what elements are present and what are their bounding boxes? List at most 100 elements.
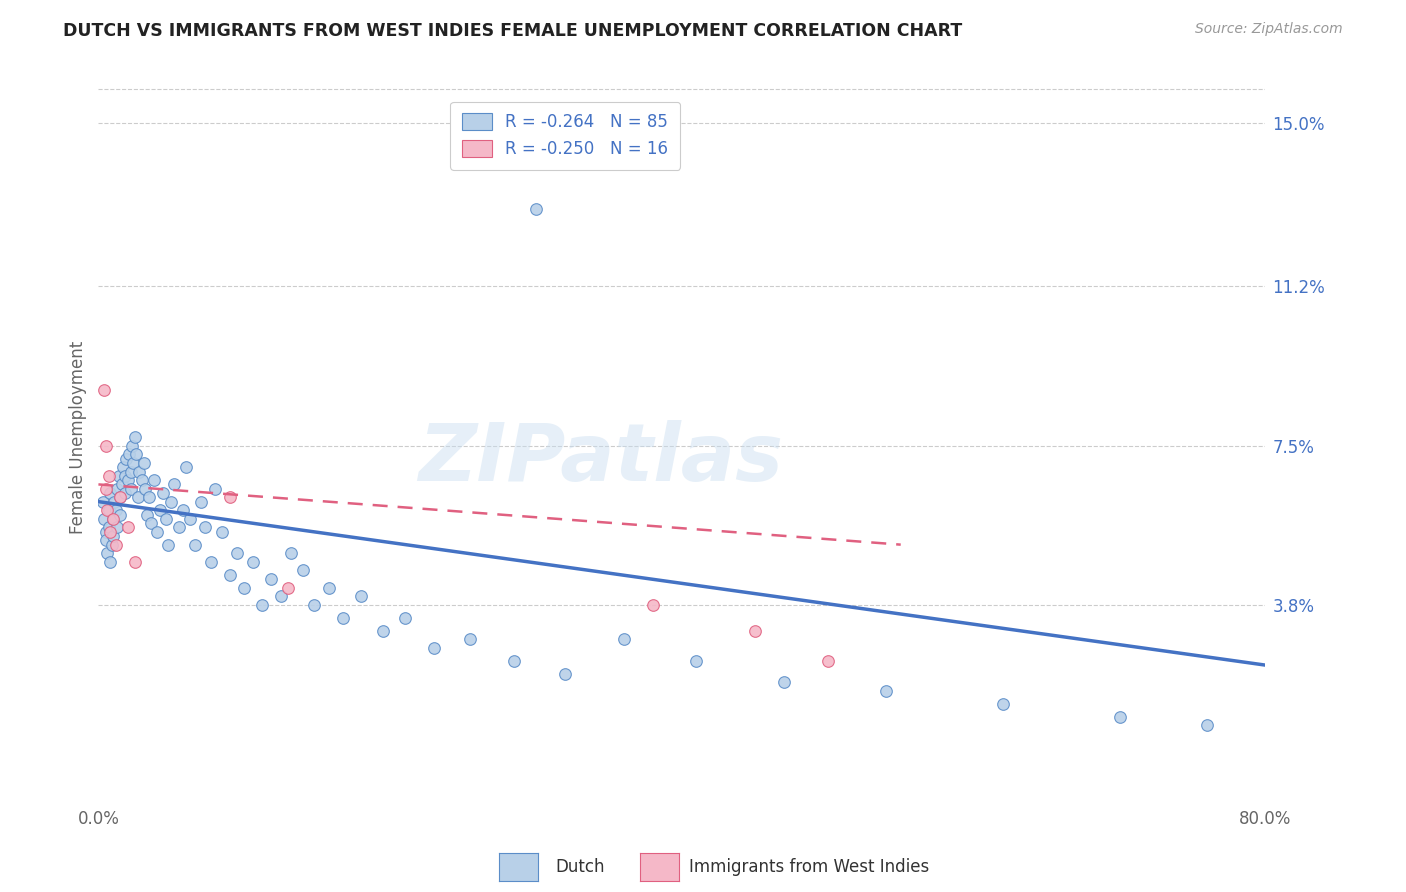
Point bbox=[103, 494, 125, 508]
Point bbox=[128, 465, 150, 479]
Point bbox=[98, 486, 121, 500]
Point bbox=[1108, 710, 1130, 724]
Point bbox=[259, 572, 281, 586]
Point bbox=[233, 581, 256, 595]
Point bbox=[817, 654, 839, 668]
Point bbox=[110, 491, 132, 505]
Point bbox=[121, 439, 143, 453]
Point bbox=[394, 611, 416, 625]
Point bbox=[118, 447, 141, 461]
Point bbox=[685, 654, 707, 668]
Point bbox=[190, 494, 212, 508]
Point bbox=[138, 491, 160, 505]
Point bbox=[139, 516, 162, 530]
Point bbox=[97, 468, 120, 483]
Point bbox=[105, 482, 128, 496]
Point bbox=[110, 491, 132, 505]
Point bbox=[100, 538, 122, 552]
Y-axis label: Female Unemployment: Female Unemployment bbox=[69, 341, 87, 533]
Point bbox=[204, 482, 226, 496]
Point bbox=[94, 482, 117, 496]
Point bbox=[200, 555, 222, 569]
Point bbox=[127, 491, 149, 505]
Point bbox=[98, 524, 121, 539]
Point bbox=[110, 508, 132, 522]
Point bbox=[163, 477, 186, 491]
Point bbox=[554, 666, 576, 681]
Point bbox=[291, 564, 314, 578]
Point bbox=[142, 473, 165, 487]
Point bbox=[132, 456, 155, 470]
Point bbox=[460, 632, 482, 647]
Point bbox=[218, 567, 240, 582]
Point bbox=[160, 494, 183, 508]
Point bbox=[124, 430, 146, 444]
Point bbox=[120, 482, 142, 496]
Point bbox=[111, 477, 134, 491]
Point bbox=[91, 494, 114, 508]
Point bbox=[93, 512, 115, 526]
Point bbox=[503, 654, 526, 668]
Legend: R = -0.264   N = 85, R = -0.250   N = 16: R = -0.264 N = 85, R = -0.250 N = 16 bbox=[450, 102, 681, 169]
Point bbox=[773, 675, 796, 690]
Point bbox=[135, 508, 157, 522]
Point bbox=[104, 503, 127, 517]
Point bbox=[179, 512, 201, 526]
Point bbox=[101, 529, 124, 543]
Point bbox=[875, 684, 897, 698]
Point bbox=[105, 520, 128, 534]
Point bbox=[744, 624, 766, 638]
Point bbox=[149, 503, 172, 517]
Point bbox=[94, 524, 117, 539]
Point bbox=[134, 482, 156, 496]
Point bbox=[172, 503, 194, 517]
Point bbox=[117, 520, 139, 534]
Point bbox=[97, 520, 120, 534]
Point bbox=[155, 512, 177, 526]
Point bbox=[98, 555, 121, 569]
Point bbox=[350, 589, 373, 603]
Point bbox=[122, 456, 145, 470]
Point bbox=[114, 468, 136, 483]
Point bbox=[641, 598, 664, 612]
Point bbox=[250, 598, 273, 612]
Point bbox=[131, 473, 153, 487]
Point bbox=[242, 555, 264, 569]
Point bbox=[115, 451, 138, 466]
Point bbox=[194, 520, 217, 534]
Point bbox=[612, 632, 634, 647]
Point bbox=[117, 473, 139, 487]
Point bbox=[318, 581, 340, 595]
Point bbox=[108, 468, 131, 483]
Point bbox=[146, 524, 169, 539]
Point bbox=[423, 640, 446, 655]
Point bbox=[174, 460, 197, 475]
Text: ZIPatlas: ZIPatlas bbox=[418, 420, 783, 498]
Point bbox=[96, 546, 118, 560]
Point bbox=[152, 486, 174, 500]
Point bbox=[218, 491, 240, 505]
Point bbox=[114, 486, 136, 500]
Point bbox=[332, 611, 354, 625]
Point bbox=[270, 589, 292, 603]
Point bbox=[167, 520, 190, 534]
Point bbox=[96, 503, 118, 517]
Point bbox=[104, 538, 127, 552]
Point bbox=[120, 465, 142, 479]
Point bbox=[371, 624, 394, 638]
Point bbox=[524, 202, 547, 216]
Point bbox=[304, 598, 326, 612]
Text: Immigrants from West Indies: Immigrants from West Indies bbox=[689, 858, 929, 876]
Text: Dutch: Dutch bbox=[555, 858, 605, 876]
Point bbox=[101, 512, 124, 526]
Point bbox=[101, 512, 124, 526]
Point bbox=[226, 546, 249, 560]
Point bbox=[1195, 718, 1218, 732]
Text: Source: ZipAtlas.com: Source: ZipAtlas.com bbox=[1195, 22, 1343, 37]
Point bbox=[94, 533, 117, 548]
Point bbox=[124, 555, 146, 569]
Point bbox=[157, 538, 180, 552]
Point bbox=[183, 538, 205, 552]
Point bbox=[125, 447, 148, 461]
Point bbox=[277, 581, 299, 595]
